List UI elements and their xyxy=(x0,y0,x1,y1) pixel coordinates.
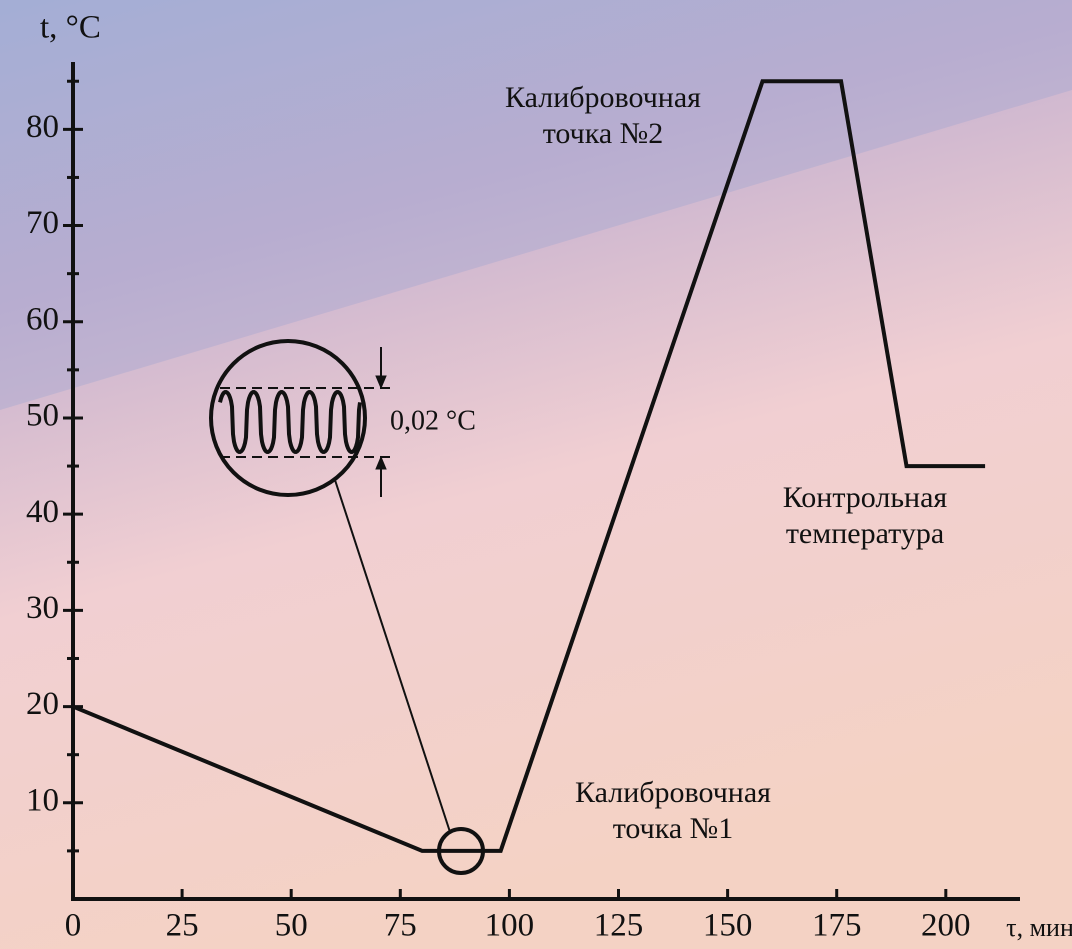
background-band xyxy=(0,0,1072,410)
x-tick-label: 125 xyxy=(594,908,644,944)
oscillation xyxy=(218,389,362,455)
x-tick-label: 75 xyxy=(384,908,417,944)
y-tick-label: 70 xyxy=(26,205,59,241)
x-tick-label: 50 xyxy=(275,908,308,944)
inset xyxy=(209,339,485,875)
x-tick-label: 100 xyxy=(485,908,535,944)
y-tick-label: 30 xyxy=(26,590,59,626)
y-tick-label: 50 xyxy=(26,398,59,434)
annotation: точка №1 xyxy=(613,812,734,845)
x-tick-label: 175 xyxy=(812,908,862,944)
annotation: Калибровочная xyxy=(575,776,771,809)
zoom-line xyxy=(334,479,451,833)
y-tick-label: 10 xyxy=(26,782,59,818)
x-tick-label: 150 xyxy=(703,908,753,944)
x-tick-label: 200 xyxy=(921,908,971,944)
annotation: Контрольная xyxy=(783,481,948,514)
x-axis-label: τ, мин xyxy=(1006,913,1072,942)
x-tick-label: 0 xyxy=(65,908,82,944)
arrow-head xyxy=(375,375,387,390)
y-tick-label: 40 xyxy=(26,494,59,530)
annotation: Калибровочная xyxy=(505,81,701,114)
y-tick-label: 60 xyxy=(26,301,59,337)
annotation: температура xyxy=(786,517,944,550)
arrow-head xyxy=(375,455,387,470)
line xyxy=(72,79,986,853)
y-tick-label: 80 xyxy=(26,109,59,145)
inset-label: 0,02 °C xyxy=(390,405,476,436)
y-tick-label: 20 xyxy=(26,686,59,722)
annotation: точка №2 xyxy=(543,117,664,150)
inset-circle xyxy=(209,339,367,497)
x-tick-label: 25 xyxy=(166,908,199,944)
y-axis-label: t, °C xyxy=(40,10,101,46)
